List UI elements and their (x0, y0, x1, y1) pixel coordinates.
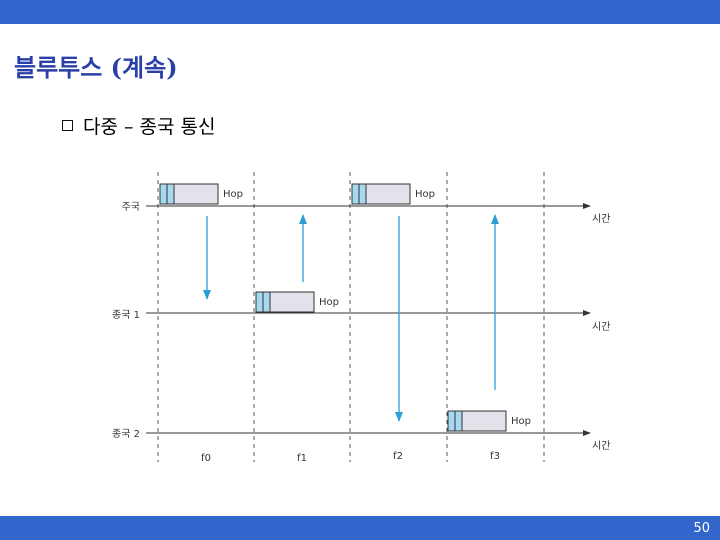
bullet-item: 다중 – 종국 통신 (62, 112, 216, 139)
time-label-master: 시간 (592, 213, 610, 225)
bottom-bar: 50 (0, 516, 720, 540)
row-label-master: 주국 (122, 201, 140, 213)
slot-label-f2: f2 (393, 451, 403, 462)
top-bar (0, 0, 720, 24)
time-label-slave1: 시간 (592, 321, 610, 333)
slot-label-f0: f0 (201, 453, 211, 464)
packet-hop-label: Hop (223, 189, 243, 200)
slot-label-f3: f3 (490, 451, 500, 462)
row-label-slave1: 종국 1 (112, 309, 140, 321)
packet-hop-label: Hop (415, 189, 435, 200)
time-label-slave2: 시간 (592, 440, 610, 452)
packet-hop-label: Hop (511, 416, 531, 427)
packet-hop-label: Hop (319, 297, 339, 308)
page-number: 50 (693, 521, 710, 536)
row-label-slave2: 종국 2 (112, 428, 140, 440)
slide-title: 블루투스 (계속) (14, 53, 178, 82)
slot-label-f1: f1 (297, 453, 307, 464)
checkbox-bullet-icon (62, 120, 73, 131)
bullet-text: 다중 – 종국 통신 (83, 116, 216, 138)
